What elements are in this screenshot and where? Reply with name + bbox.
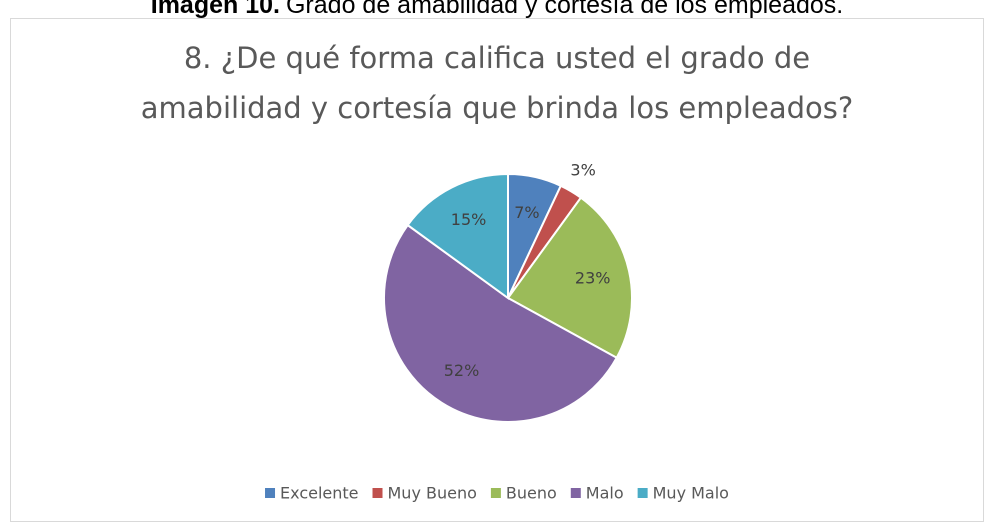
legend-label: Excelente [280, 484, 358, 503]
pie-slice [406, 172, 509, 300]
data-label: 3% [570, 160, 595, 179]
pie-slice [383, 223, 619, 423]
legend-swatch [570, 488, 581, 498]
caption-text: Grado de amabilidad y cortesía de los em… [286, 0, 843, 19]
caption-label: Imagen 10. [151, 0, 280, 19]
legend-label: Bueno [506, 484, 557, 503]
legend-label: Muy Malo [653, 484, 729, 503]
data-label: 52% [444, 361, 480, 380]
legend-swatch [265, 488, 276, 498]
legend-swatch [637, 488, 648, 498]
pie-slice [506, 196, 633, 360]
legend-swatch [372, 488, 383, 498]
caption: Imagen 10. Grado de amabilidad y cortesía… [151, 0, 844, 19]
chart-title: 8. ¿De qué forma califica usted el grado… [184, 41, 810, 75]
data-label: 7% [514, 203, 539, 222]
legend-label: Malo [586, 484, 624, 503]
data-label: 15% [451, 210, 487, 229]
data-label: 23% [575, 269, 611, 288]
legend-label: Muy Bueno [388, 484, 477, 503]
chart-title: amabilidad y cortesía que brinda los emp… [141, 91, 854, 125]
legend-swatch [490, 488, 501, 498]
